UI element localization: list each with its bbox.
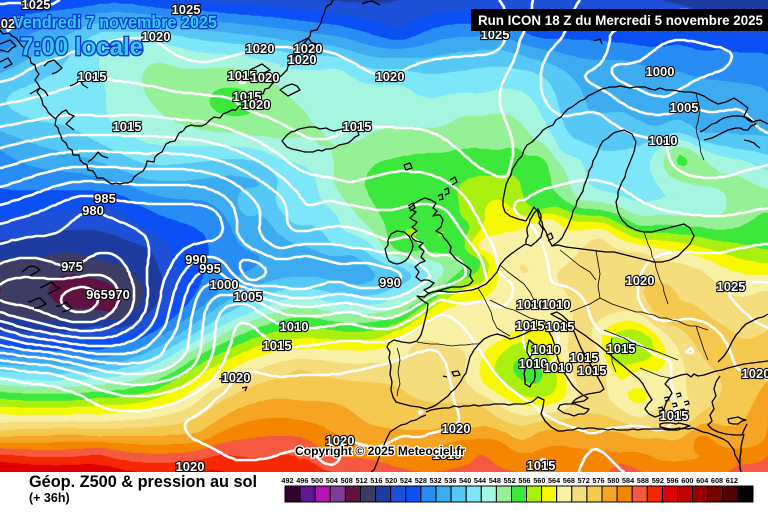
svg-text:1015: 1015 <box>433 447 462 462</box>
svg-text:1015: 1015 <box>78 69 107 84</box>
svg-text:536: 536 <box>444 476 456 485</box>
svg-text:556: 556 <box>518 476 530 485</box>
svg-text:980: 980 <box>82 203 104 218</box>
svg-text:1025: 1025 <box>717 279 746 294</box>
svg-text:1010: 1010 <box>280 319 309 334</box>
svg-text:1020: 1020 <box>176 459 205 472</box>
svg-text:1015: 1015 <box>233 89 262 104</box>
svg-text:1010: 1010 <box>544 360 573 375</box>
svg-text:1015: 1015 <box>607 341 636 356</box>
svg-text:552: 552 <box>504 476 516 485</box>
svg-text:1015: 1015 <box>228 68 257 83</box>
svg-text:1015: 1015 <box>113 119 142 134</box>
svg-text:970: 970 <box>108 287 130 302</box>
svg-text:1010: 1010 <box>517 297 546 312</box>
svg-text:1005: 1005 <box>234 289 263 304</box>
svg-text:596: 596 <box>667 476 679 485</box>
svg-text:1000: 1000 <box>210 277 239 292</box>
svg-text:564: 564 <box>548 476 561 485</box>
svg-text:584: 584 <box>622 476 635 485</box>
svg-text:985: 985 <box>94 191 116 206</box>
svg-text:1020: 1020 <box>222 370 251 385</box>
svg-text:500: 500 <box>311 476 323 485</box>
svg-text:612: 612 <box>726 476 738 485</box>
svg-text:965: 965 <box>86 287 108 302</box>
svg-text:1020: 1020 <box>442 421 471 436</box>
svg-text:572: 572 <box>578 476 590 485</box>
svg-text:1015: 1015 <box>578 363 607 378</box>
svg-text:1015: 1015 <box>263 338 292 353</box>
svg-text:1015: 1015 <box>527 458 556 472</box>
svg-text:990: 990 <box>185 252 207 267</box>
svg-text:Run ICON 18 Z du Mercredi 5 no: Run ICON 18 Z du Mercredi 5 novembre 202… <box>478 13 763 28</box>
svg-text:512: 512 <box>356 476 368 485</box>
svg-text:1020: 1020 <box>242 97 271 112</box>
svg-text:540: 540 <box>459 476 471 485</box>
svg-text:990: 990 <box>379 275 401 290</box>
svg-text:1010: 1010 <box>649 133 678 148</box>
svg-text:1010: 1010 <box>519 356 548 371</box>
svg-text:1025: 1025 <box>22 0 51 12</box>
svg-text:548: 548 <box>489 476 501 485</box>
svg-text:1020: 1020 <box>288 52 317 67</box>
svg-text:592: 592 <box>652 476 664 485</box>
svg-text:504: 504 <box>326 476 339 485</box>
svg-text:1015: 1015 <box>343 119 372 134</box>
svg-text:1005: 1005 <box>670 100 699 115</box>
svg-text:1015: 1015 <box>570 350 599 365</box>
svg-text:975: 975 <box>61 259 83 274</box>
svg-text:Vendredi 7 novembre 2025: Vendredi 7 novembre 2025 <box>13 12 217 32</box>
svg-text:600: 600 <box>681 476 693 485</box>
svg-text:7:00 locale: 7:00 locale <box>20 33 143 61</box>
svg-text:1010: 1010 <box>542 297 571 312</box>
svg-text:1015: 1015 <box>660 408 689 423</box>
svg-text:496: 496 <box>296 476 308 485</box>
svg-text:524: 524 <box>400 476 413 485</box>
svg-text:1020: 1020 <box>0 16 22 31</box>
svg-text:1025: 1025 <box>172 2 201 17</box>
svg-text:1020: 1020 <box>294 41 323 56</box>
svg-text:1000: 1000 <box>646 64 675 79</box>
svg-text:1020: 1020 <box>742 366 768 381</box>
svg-text:1010: 1010 <box>532 342 561 357</box>
svg-text:520: 520 <box>385 476 397 485</box>
svg-text:580: 580 <box>607 476 619 485</box>
svg-text:528: 528 <box>415 476 427 485</box>
svg-text:508: 508 <box>341 476 353 485</box>
svg-text:568: 568 <box>563 476 575 485</box>
svg-text:532: 532 <box>430 476 442 485</box>
svg-text:1020: 1020 <box>626 273 655 288</box>
svg-text:1020: 1020 <box>246 41 275 56</box>
svg-text:Copyright © 2025 Meteociel.fr: Copyright © 2025 Meteociel.fr <box>295 444 465 458</box>
svg-text:608: 608 <box>711 476 723 485</box>
svg-text:1020: 1020 <box>251 70 280 85</box>
svg-text:588: 588 <box>637 476 649 485</box>
svg-text:576: 576 <box>592 476 604 485</box>
svg-text:544: 544 <box>474 476 487 485</box>
svg-text:560: 560 <box>533 476 545 485</box>
svg-text:492: 492 <box>281 476 293 485</box>
svg-text:995: 995 <box>199 261 221 276</box>
svg-text:1015: 1015 <box>546 319 575 334</box>
svg-text:1015: 1015 <box>516 318 545 333</box>
svg-text:1020: 1020 <box>376 69 405 84</box>
svg-text:516: 516 <box>370 476 382 485</box>
svg-text:1020: 1020 <box>326 433 355 448</box>
svg-text:604: 604 <box>696 476 709 485</box>
svg-text:1020: 1020 <box>142 29 171 44</box>
